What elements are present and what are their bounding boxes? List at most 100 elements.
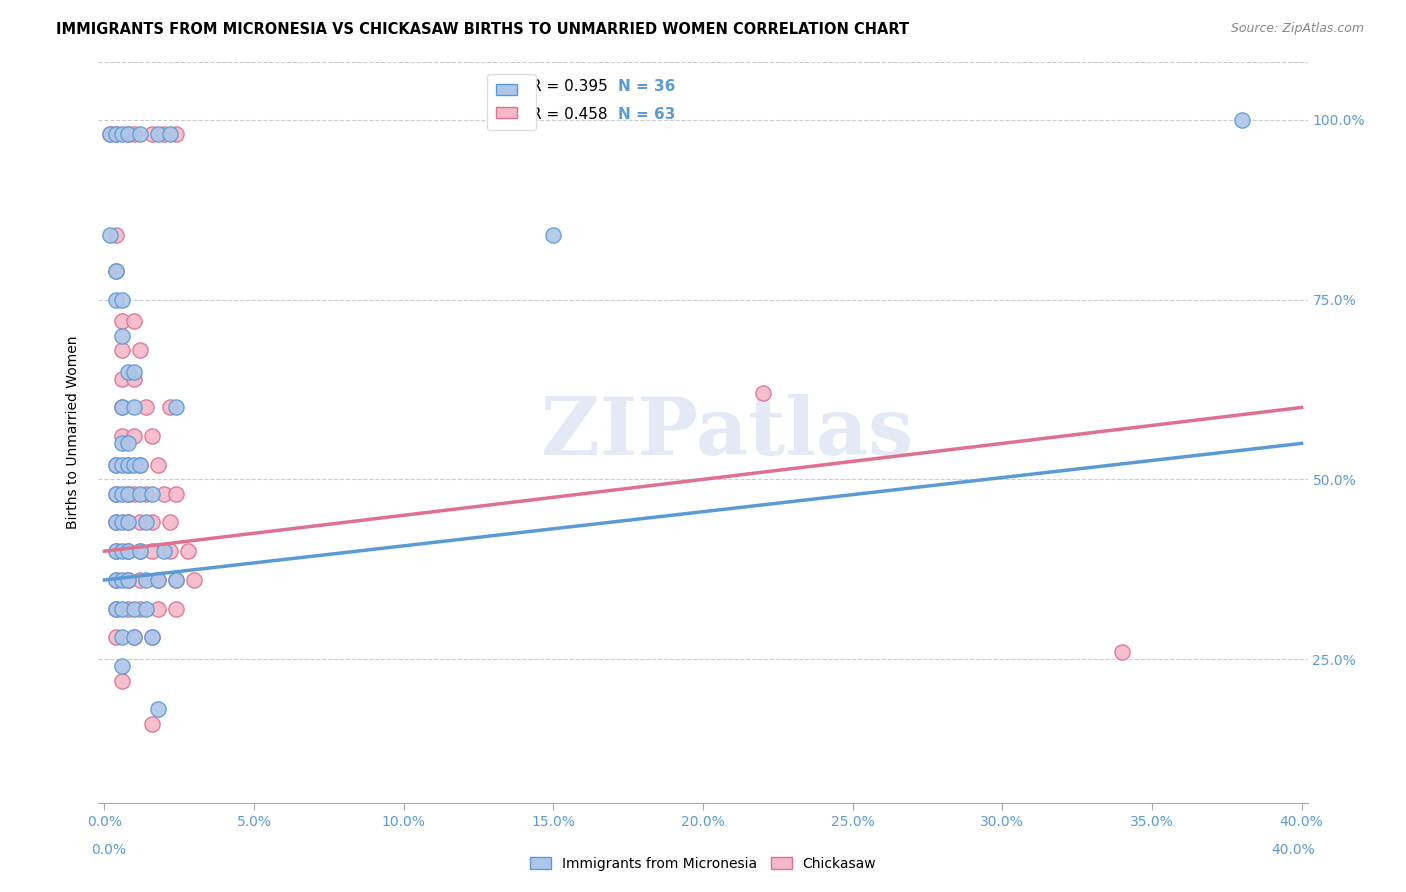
- Point: [111, 458, 134, 472]
- Point: [105, 573, 128, 587]
- Point: [111, 372, 134, 386]
- Point: [111, 293, 134, 307]
- Point: [117, 486, 139, 500]
- Point: [165, 401, 187, 415]
- Point: [183, 573, 205, 587]
- Point: [159, 516, 181, 530]
- Text: N = 36: N = 36: [619, 78, 676, 94]
- Point: [129, 544, 152, 558]
- Point: [165, 601, 187, 615]
- Point: [135, 601, 157, 615]
- Point: [105, 458, 128, 472]
- Point: [148, 573, 170, 587]
- Point: [111, 516, 134, 530]
- Point: [111, 401, 134, 415]
- Point: [124, 601, 146, 615]
- Point: [124, 429, 146, 443]
- Text: Source: ZipAtlas.com: Source: ZipAtlas.com: [1230, 22, 1364, 36]
- Point: [141, 716, 163, 731]
- Legend: , : ,: [486, 74, 536, 129]
- Point: [111, 573, 134, 587]
- Point: [105, 128, 128, 142]
- Y-axis label: Births to Unmarried Women: Births to Unmarried Women: [66, 336, 80, 529]
- Point: [129, 573, 152, 587]
- Legend: Immigrants from Micronesia, Chickasaw: Immigrants from Micronesia, Chickasaw: [524, 851, 882, 876]
- Point: [124, 631, 146, 645]
- Point: [117, 458, 139, 472]
- Point: [111, 631, 134, 645]
- Point: [100, 128, 122, 142]
- Point: [1230, 112, 1253, 127]
- Point: [129, 486, 152, 500]
- Point: [105, 601, 128, 615]
- Point: [159, 544, 181, 558]
- Point: [111, 314, 134, 328]
- Point: [141, 544, 163, 558]
- Point: [141, 631, 163, 645]
- Point: [105, 128, 128, 142]
- Point: [105, 293, 128, 307]
- Point: [165, 573, 187, 587]
- Point: [117, 573, 139, 587]
- Point: [117, 573, 139, 587]
- Text: R = 0.458: R = 0.458: [531, 107, 607, 122]
- Point: [124, 128, 146, 142]
- Point: [165, 573, 187, 587]
- Point: [117, 458, 139, 472]
- Point: [159, 401, 181, 415]
- Point: [148, 573, 170, 587]
- Point: [117, 365, 139, 379]
- Point: [117, 516, 139, 530]
- Point: [153, 486, 176, 500]
- Point: [141, 128, 163, 142]
- Point: [111, 429, 134, 443]
- Point: [105, 264, 128, 278]
- Point: [117, 544, 139, 558]
- Point: [165, 128, 187, 142]
- Point: [124, 631, 146, 645]
- Point: [105, 631, 128, 645]
- Point: [177, 544, 200, 558]
- Point: [153, 128, 176, 142]
- Point: [1111, 645, 1133, 659]
- Text: IMMIGRANTS FROM MICRONESIA VS CHICKASAW BIRTHS TO UNMARRIED WOMEN CORRELATION CH: IMMIGRANTS FROM MICRONESIA VS CHICKASAW …: [56, 22, 910, 37]
- Point: [105, 264, 128, 278]
- Point: [141, 631, 163, 645]
- Point: [135, 573, 157, 587]
- Text: 40.0%: 40.0%: [1271, 843, 1315, 857]
- Point: [153, 544, 176, 558]
- Point: [124, 401, 146, 415]
- Point: [117, 544, 139, 558]
- Point: [129, 516, 152, 530]
- Point: [752, 386, 775, 401]
- Point: [141, 516, 163, 530]
- Point: [105, 486, 128, 500]
- Point: [105, 227, 128, 242]
- Point: [117, 601, 139, 615]
- Point: [148, 702, 170, 716]
- Point: [141, 429, 163, 443]
- Point: [111, 401, 134, 415]
- Point: [111, 544, 134, 558]
- Point: [129, 343, 152, 357]
- Point: [129, 128, 152, 142]
- Point: [165, 486, 187, 500]
- Point: [111, 128, 134, 142]
- Point: [111, 673, 134, 688]
- Point: [111, 436, 134, 450]
- Point: [117, 486, 139, 500]
- Point: [100, 227, 122, 242]
- Point: [105, 573, 128, 587]
- Point: [105, 544, 128, 558]
- Text: ZIPatlas: ZIPatlas: [541, 393, 914, 472]
- Point: [117, 436, 139, 450]
- Point: [124, 372, 146, 386]
- Point: [135, 401, 157, 415]
- Text: R = 0.395: R = 0.395: [531, 78, 607, 94]
- Point: [105, 516, 128, 530]
- Point: [111, 343, 134, 357]
- Point: [135, 486, 157, 500]
- Point: [111, 328, 134, 343]
- Point: [124, 458, 146, 472]
- Point: [543, 227, 565, 242]
